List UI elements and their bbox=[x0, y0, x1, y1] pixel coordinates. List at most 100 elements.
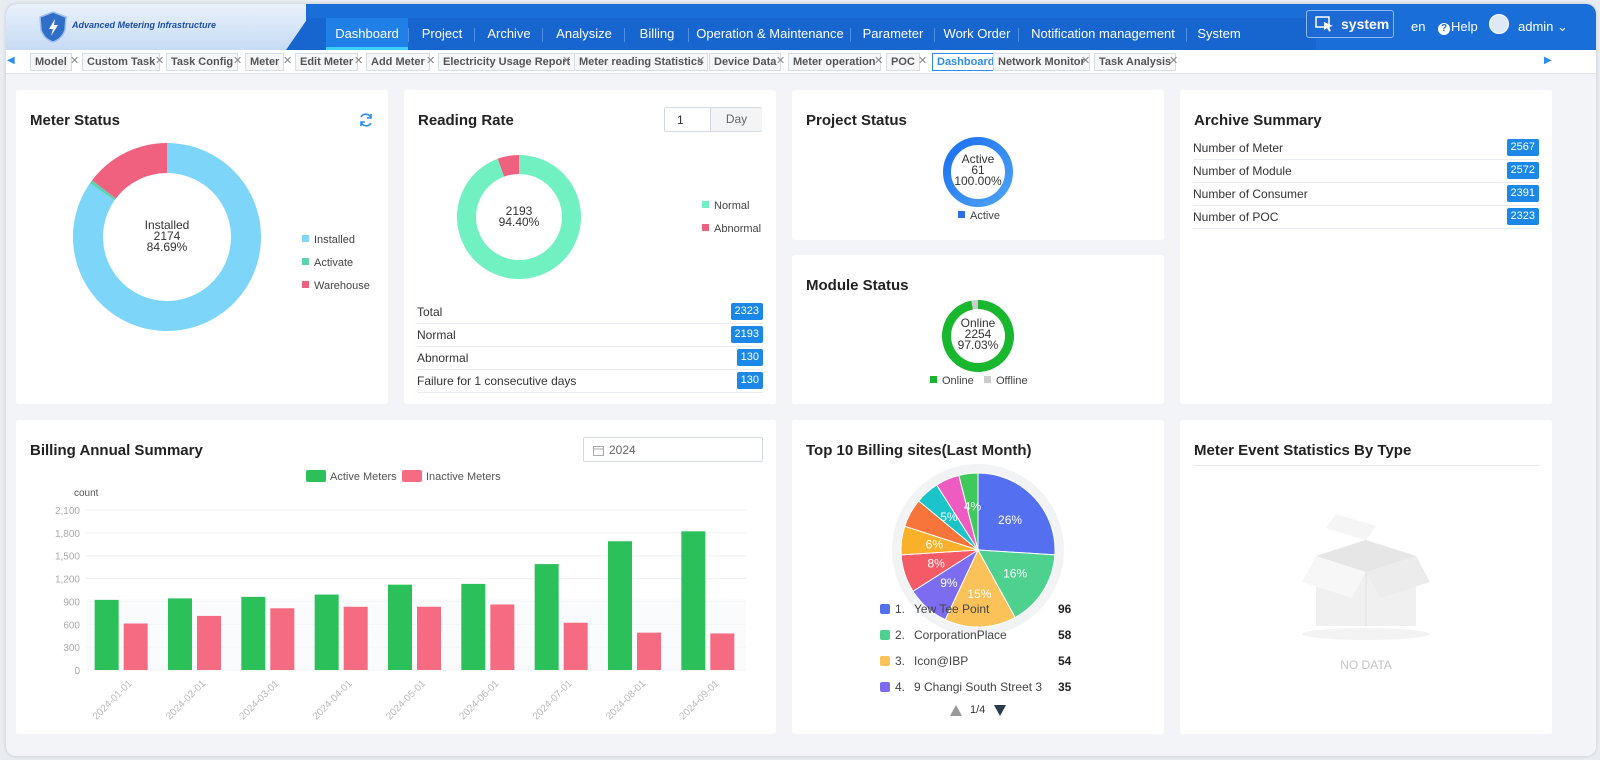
nav-parameter[interactable]: Parameter bbox=[862, 26, 924, 41]
close-icon[interactable]: ✕ bbox=[918, 55, 928, 67]
close-icon[interactable]: ✕ bbox=[874, 55, 884, 67]
nav-operation-maintenance[interactable]: Operation & Maintenance bbox=[696, 26, 844, 41]
bar-inactive[interactable] bbox=[343, 606, 368, 670]
legend-item[interactable]: Offline bbox=[984, 375, 1028, 387]
tab-meter-operation[interactable]: Meter operation bbox=[788, 53, 881, 71]
page-up-icon[interactable] bbox=[950, 705, 962, 716]
close-icon[interactable]: ✕ bbox=[1081, 55, 1091, 67]
pie-slice[interactable] bbox=[977, 549, 1056, 619]
user-menu[interactable]: admin ⌄ bbox=[1518, 19, 1568, 35]
legend-item[interactable]: Active bbox=[958, 210, 1000, 222]
y-axis-label: count bbox=[74, 488, 99, 499]
list-rank: 4. bbox=[895, 680, 906, 694]
nav-separator bbox=[408, 28, 409, 42]
bar-active[interactable] bbox=[461, 583, 486, 670]
close-icon[interactable]: ✕ bbox=[233, 55, 243, 67]
nav-billing[interactable]: Billing bbox=[639, 26, 675, 41]
tab-meter-reading-statistics[interactable]: Meter reading Statistics bbox=[574, 53, 709, 71]
close-icon[interactable]: ✕ bbox=[426, 55, 436, 67]
tab-dashboard[interactable]: Dashboard bbox=[932, 53, 1000, 71]
pie-slice[interactable] bbox=[944, 548, 1016, 628]
language-selector[interactable]: en bbox=[1411, 19, 1426, 34]
list-value: 54 bbox=[1058, 654, 1072, 668]
legend-item[interactable]: Warehouse bbox=[302, 280, 370, 292]
system-switch-button[interactable]: system bbox=[1306, 10, 1394, 38]
pie-slice[interactable] bbox=[977, 472, 1056, 556]
bar-inactive[interactable] bbox=[417, 606, 441, 670]
logo-area: Advanced Metering Infrastructure bbox=[6, 4, 306, 50]
day-selector[interactable]: 1 Day bbox=[664, 107, 762, 132]
tabs-scroll-left-icon[interactable]: ◀ bbox=[7, 55, 15, 66]
legend-item[interactable]: Abnormal bbox=[702, 223, 761, 235]
bar-active[interactable] bbox=[314, 594, 339, 670]
bar-active[interactable] bbox=[534, 564, 559, 670]
bar-active[interactable] bbox=[241, 596, 266, 670]
bar-inactive[interactable] bbox=[197, 615, 221, 670]
nav-work-order[interactable]: Work Order bbox=[943, 26, 1011, 41]
tab-task-analysis[interactable]: Task Analysis bbox=[1094, 53, 1177, 71]
bar-active[interactable] bbox=[94, 599, 119, 670]
bar-active[interactable] bbox=[168, 598, 192, 670]
tab-network-monitor[interactable]: Network Monitor bbox=[993, 53, 1090, 71]
tab-custom-task[interactable]: Custom Task bbox=[82, 53, 161, 71]
donut-center-text: 2193 94.40% bbox=[479, 205, 559, 229]
bar-inactive[interactable] bbox=[270, 608, 295, 670]
center-label: Installed bbox=[144, 218, 190, 232]
close-icon[interactable]: ✕ bbox=[354, 55, 364, 67]
nav-separator bbox=[542, 28, 543, 42]
stat-badge: 2323 bbox=[730, 303, 763, 320]
close-icon[interactable]: ✕ bbox=[155, 55, 165, 67]
bar-active[interactable] bbox=[681, 531, 706, 670]
tabs-scroll-right-icon[interactable]: ▶ bbox=[1544, 55, 1552, 66]
bar-inactive[interactable] bbox=[123, 623, 148, 670]
user-avatar[interactable] bbox=[1489, 14, 1509, 34]
legend-label: Online bbox=[942, 375, 974, 387]
pie-slice[interactable] bbox=[958, 472, 979, 551]
card-title: Module Status bbox=[806, 277, 909, 294]
bar-active[interactable] bbox=[388, 584, 412, 670]
legend-label: Active Meters bbox=[330, 471, 397, 483]
tab-meter[interactable]: Meter bbox=[245, 53, 285, 71]
refresh-icon[interactable] bbox=[358, 112, 374, 128]
legend-item[interactable]: Installed bbox=[302, 234, 355, 246]
center-percent: 94.40% bbox=[498, 215, 540, 229]
x-tick-label: 2024-09-01 bbox=[678, 678, 722, 722]
close-icon[interactable]: ✕ bbox=[283, 55, 293, 67]
x-tick-label: 2024-05-01 bbox=[384, 678, 428, 722]
day-input[interactable]: 1 bbox=[677, 113, 684, 127]
tab-electricity-usage-report[interactable]: Electricity Usage Report bbox=[438, 53, 576, 71]
bar-inactive[interactable] bbox=[490, 604, 515, 670]
y-tick-label: 900 bbox=[63, 597, 80, 608]
year-picker[interactable]: 2024 bbox=[583, 437, 763, 462]
close-icon[interactable]: ✕ bbox=[1169, 55, 1179, 67]
close-icon[interactable]: ✕ bbox=[70, 55, 80, 67]
tab-label: Custom Task bbox=[87, 56, 156, 68]
bar-inactive[interactable] bbox=[637, 632, 661, 670]
close-icon[interactable]: ✕ bbox=[562, 55, 572, 67]
center-percent: 100.00% bbox=[954, 174, 1002, 188]
nav-archive[interactable]: Archive bbox=[487, 26, 531, 41]
donut-center-text: Installed 2174 84.69% bbox=[122, 218, 212, 253]
help-link[interactable]: ? Help bbox=[1438, 19, 1478, 35]
close-icon[interactable]: ✕ bbox=[776, 55, 786, 67]
nav-project[interactable]: Project bbox=[421, 26, 463, 41]
bar-inactive[interactable] bbox=[563, 622, 588, 670]
bar-inactive[interactable] bbox=[710, 633, 735, 670]
legend-label: Abnormal bbox=[714, 223, 762, 235]
tab-device-data[interactable]: Device Data bbox=[709, 53, 782, 71]
nav-notification-management[interactable]: Notification management bbox=[1031, 26, 1175, 41]
tab-add-meter[interactable]: Add Meter bbox=[366, 53, 430, 71]
nav-dashboard[interactable]: Dashboard bbox=[326, 18, 408, 50]
nav-system[interactable]: System bbox=[1197, 26, 1241, 41]
tab-model[interactable]: Model bbox=[30, 53, 72, 71]
tab-edit-meter[interactable]: Edit Meter bbox=[295, 53, 359, 71]
page-down-icon[interactable] bbox=[994, 705, 1006, 716]
bar-active[interactable] bbox=[608, 541, 632, 670]
legend-item[interactable]: Activate bbox=[302, 257, 353, 269]
legend-item[interactable]: Online bbox=[930, 375, 974, 387]
tab-task-config[interactable]: Task Config bbox=[166, 53, 239, 71]
nav-analysize[interactable]: Analysize bbox=[556, 26, 612, 41]
close-icon[interactable]: ✕ bbox=[696, 55, 706, 67]
tab-poc[interactable]: POC bbox=[886, 53, 920, 71]
legend-item[interactable]: Normal bbox=[702, 200, 749, 212]
